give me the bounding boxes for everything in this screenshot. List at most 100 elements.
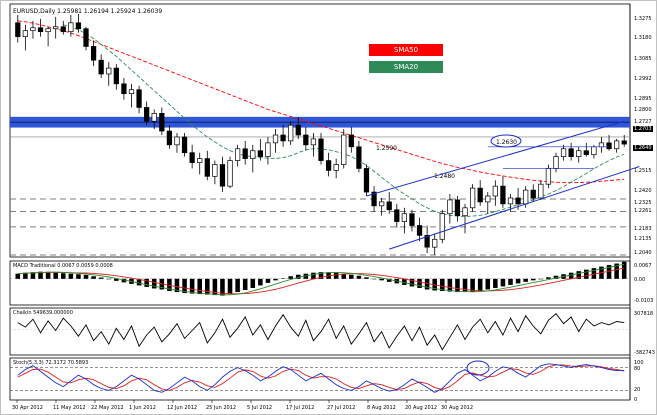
bull-candle: [432, 238, 438, 248]
bear-candle: [318, 138, 324, 161]
bull-candle: [333, 164, 339, 171]
macd-bar: [493, 278, 498, 288]
bull-candle: [53, 26, 59, 30]
chaikin-axis-top: 307818: [634, 311, 654, 317]
macd-bar: [546, 277, 551, 279]
macd-bar: [205, 278, 210, 295]
macd-bar: [576, 271, 582, 279]
price-tick: 1.3085: [634, 56, 652, 62]
macd-bar: [530, 278, 536, 281]
macd-bar: [106, 278, 112, 280]
bear-candle: [348, 134, 354, 148]
macd-bar: [606, 265, 612, 279]
macd-bar: [295, 274, 301, 279]
bear-candle: [394, 209, 400, 222]
macd-bar: [341, 273, 347, 279]
macd-bar: [303, 273, 309, 279]
macd-bar: [68, 273, 74, 279]
macd-bar: [508, 278, 513, 285]
date-tick: 8 Aug 2012: [367, 405, 396, 411]
bear-candle: [416, 225, 423, 236]
date-tick: 22 May 2012: [91, 405, 124, 411]
bull-candle: [341, 134, 347, 165]
bear-candle: [454, 199, 461, 217]
stoch-axis-0: 0: [634, 397, 638, 403]
macd-bar: [197, 278, 202, 295]
bear-candle: [144, 107, 150, 122]
macd-title: MACD Traditional 0.0067 0.0059 0.0008: [13, 263, 113, 269]
bull-candle: [106, 67, 112, 75]
macd-bar: [182, 278, 187, 294]
price-tick: 1.3275: [634, 16, 652, 22]
macd-bar: [53, 272, 58, 279]
macd-axis-zero: 0.00: [634, 277, 646, 283]
macd-bar: [424, 278, 430, 290]
macd-bar: [386, 278, 392, 282]
bull-candle: [538, 183, 544, 199]
bull-candle: [439, 213, 445, 240]
bull-candle: [265, 142, 271, 157]
macd-bar: [121, 278, 127, 283]
macd-bar: [258, 278, 263, 286]
bear-candle: [166, 130, 173, 146]
macd-bar: [30, 272, 36, 279]
bull-candle: [545, 168, 552, 185]
macd-bar: [614, 263, 619, 279]
resistance-bottom-tag: 1.2703: [633, 126, 653, 132]
bear-candle: [371, 191, 377, 207]
date-tick: 27 Jul 2012: [327, 405, 356, 411]
bull-candle: [151, 112, 157, 122]
bull-candle: [469, 187, 476, 209]
stoch-title: Stoch(5,3,3) 72.3172 70.5893: [13, 360, 89, 366]
macd-bar: [242, 278, 248, 290]
date-tick: 30 Aug 2012: [441, 405, 474, 411]
macd-bar: [45, 271, 51, 279]
bull-candle: [68, 22, 74, 33]
date-tick: 11 May 2012: [53, 405, 86, 411]
macd-bar: [220, 278, 225, 296]
macd-main-line: [17, 263, 625, 296]
macd-bar: [76, 274, 81, 279]
bear-candle: [280, 134, 286, 142]
macd-bar: [227, 278, 233, 295]
bull-candle: [234, 148, 241, 161]
macd-bar: [371, 278, 377, 280]
bull-candle: [598, 142, 605, 148]
bull-candle: [310, 138, 317, 146]
macd-bar: [144, 278, 149, 287]
bull-candle: [614, 140, 620, 150]
bull-candle: [401, 213, 408, 222]
date-tick: 20 Aug 2012: [405, 405, 438, 411]
macd-bar: [523, 278, 528, 282]
sma50-legend-swatch: [369, 44, 443, 56]
bull-candle: [250, 150, 256, 159]
macd-bar: [402, 278, 407, 285]
macd-bar: [189, 278, 195, 294]
macd-bar: [333, 272, 339, 279]
macd-bar: [447, 278, 453, 292]
date-tick: 25 Jun 2012: [206, 405, 237, 411]
support-2-tag: 1.2183: [633, 226, 653, 232]
macd-bar: [38, 271, 43, 279]
macd-bar: [15, 273, 21, 279]
stoch-callout-ellipse: [466, 360, 490, 376]
macd-bar: [174, 278, 180, 293]
bear-candle: [515, 197, 521, 205]
macd-bar: [379, 278, 384, 281]
price-tick: 1.2420: [634, 188, 652, 194]
bear-candle: [386, 201, 392, 211]
macd-axis-bottom: -0.0103: [634, 298, 654, 304]
bull-candle: [288, 124, 294, 142]
macd-bar: [83, 274, 89, 279]
macd-bar: [250, 278, 256, 288]
bull-candle: [174, 136, 180, 146]
bear-candle: [583, 150, 589, 156]
macd-bar: [568, 272, 574, 279]
bull-candle: [128, 89, 135, 95]
macd-bar: [311, 272, 316, 279]
macd-bar: [136, 278, 142, 286]
bull-candle: [45, 28, 51, 33]
macd-bar: [212, 278, 218, 296]
stoch-d-line: [17, 364, 625, 391]
